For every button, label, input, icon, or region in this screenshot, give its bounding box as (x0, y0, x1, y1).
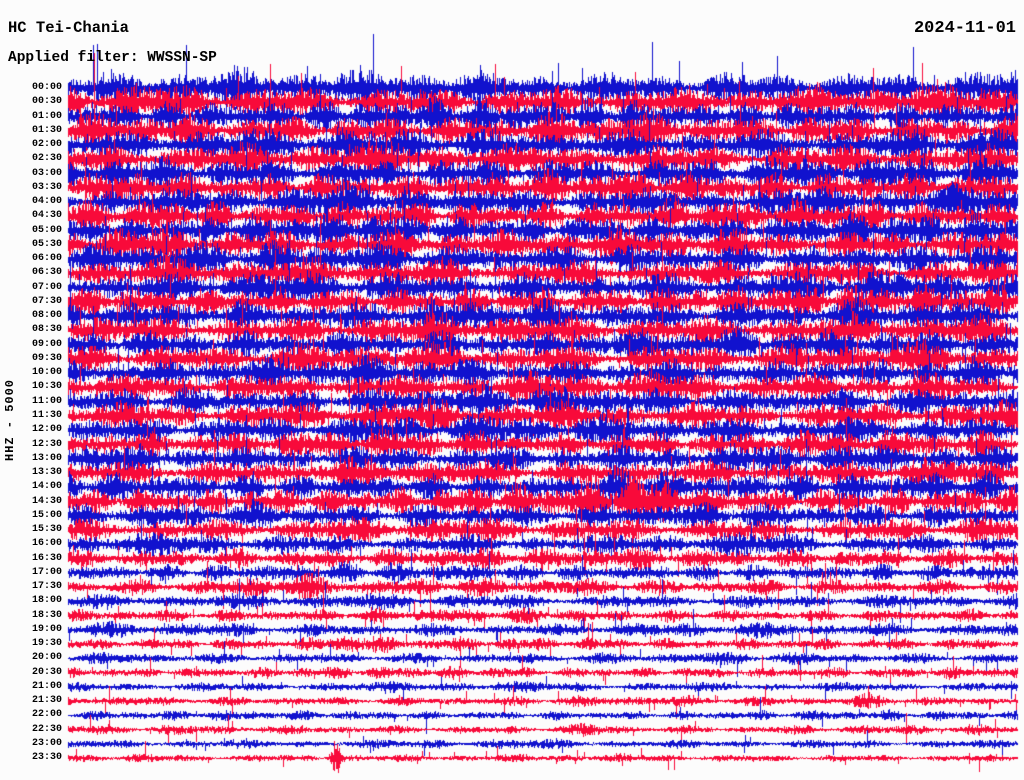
time-label: 23:00 (31, 738, 62, 750)
time-label: 12:30 (31, 438, 62, 450)
time-label: 03:00 (31, 167, 62, 179)
time-label: 20:00 (31, 652, 62, 664)
time-label: 04:30 (31, 210, 62, 222)
time-label: 02:00 (31, 139, 62, 151)
time-label: 07:00 (31, 281, 62, 293)
time-label: 20:30 (31, 666, 62, 678)
time-label: 12:00 (31, 424, 62, 436)
time-label: 15:00 (31, 509, 62, 521)
time-label: 09:30 (31, 352, 62, 364)
time-label: 05:00 (31, 224, 62, 236)
time-label: 22:30 (31, 723, 62, 735)
time-label: 14:30 (31, 495, 62, 507)
time-label: 19:00 (31, 623, 62, 635)
time-label: 21:00 (31, 680, 62, 692)
time-label: 08:30 (31, 324, 62, 336)
time-label: 13:30 (31, 467, 62, 479)
time-label: 04:00 (31, 196, 62, 208)
time-label: 13:00 (31, 452, 62, 464)
time-label: 18:30 (31, 609, 62, 621)
time-label: 23:30 (31, 752, 62, 764)
time-label: 21:30 (31, 695, 62, 707)
time-label: 17:00 (31, 566, 62, 578)
time-label: 00:00 (31, 82, 62, 94)
time-label: 01:30 (31, 124, 62, 136)
time-label: 11:00 (31, 395, 62, 407)
time-label: 08:00 (31, 310, 62, 322)
time-label: 11:30 (31, 410, 62, 422)
date-label: 2024-11-01 (913, 19, 1016, 38)
time-label: 03:30 (31, 181, 62, 193)
time-label: 16:30 (31, 552, 62, 564)
applied-filter-label: Applied filter: WWSSN-SP (8, 50, 217, 66)
time-label: 02:30 (31, 153, 62, 165)
time-label: 00:30 (31, 96, 62, 108)
time-label: 10:00 (31, 367, 62, 379)
time-label: 19:30 (31, 638, 62, 650)
time-label: 10:30 (31, 381, 62, 393)
time-label: 06:00 (31, 253, 62, 265)
time-label: 16:00 (31, 538, 62, 550)
time-axis: 00:00 00:30 01:00 01:30 02:00 02:30 03:00 03:30… (0, 0, 62, 780)
time-label: 22:00 (31, 709, 62, 721)
time-label: 05:30 (31, 238, 62, 250)
time-label: 06:30 (31, 267, 62, 279)
time-label: 01:00 (31, 110, 62, 122)
time-label: 17:30 (31, 581, 62, 593)
station-title: HC Tei-Chania (8, 19, 129, 37)
time-label: 15:30 (31, 524, 62, 536)
time-label: 07:30 (31, 295, 62, 307)
time-label: 09:00 (31, 338, 62, 350)
time-label: 14:00 (31, 481, 62, 493)
time-label: 18:00 (31, 595, 62, 607)
